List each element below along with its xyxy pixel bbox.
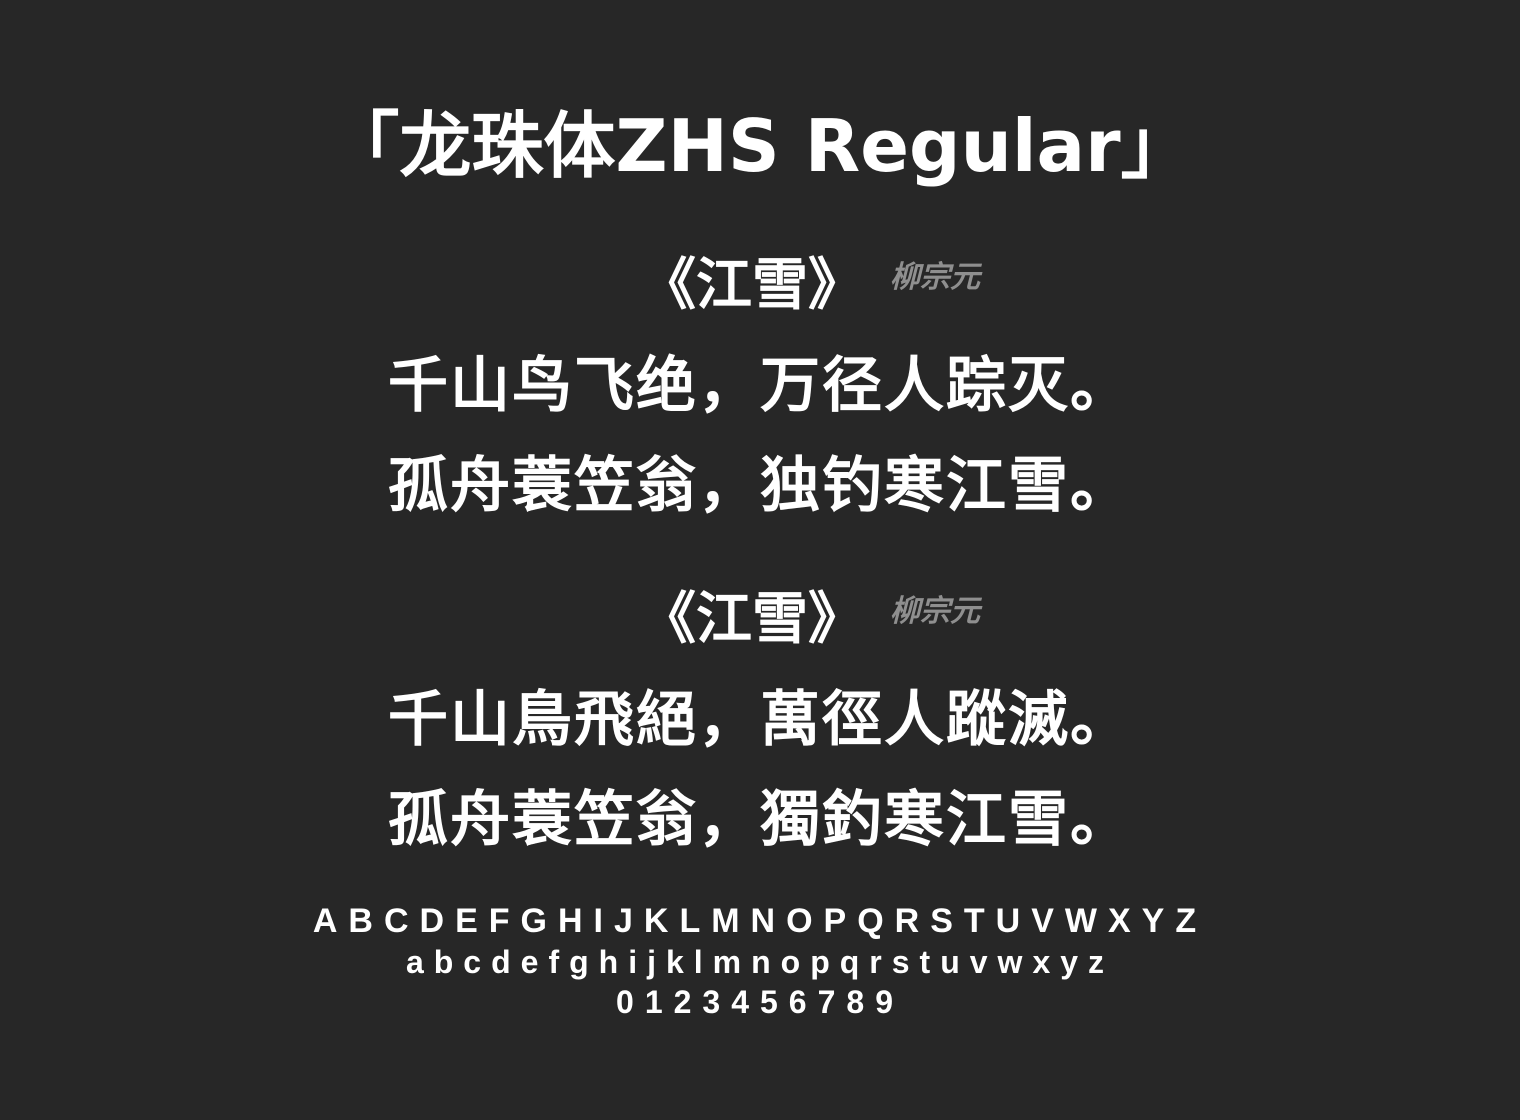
poem-heading: 《江雪》 柳宗元 (0, 580, 1520, 660)
poem-traditional: 《江雪》 柳宗元 千山鳥飛絕，萬徑人蹤滅。 孤舟蓑笠翁，獨釣寒江雪。 (0, 580, 1520, 855)
poem-title: 《江雪》 (640, 253, 864, 318)
poem-line: 千山鳥飛絕，萬徑人蹤滅。 (388, 685, 1132, 755)
uppercase-specimen: ABCDEFGHIJKLMNOPQRSTUVWXYZ (312, 902, 1208, 940)
poem-simplified: 《江雪》 柳宗元 千山鸟飞绝，万径人踪灭。 孤舟蓑笠翁，独钓寒江雪。 (0, 246, 1520, 521)
poem-line: 孤舟蓑笠翁，独钓寒江雪。 (388, 451, 1132, 521)
poem-line: 孤舟蓑笠翁，獨釣寒江雪。 (388, 785, 1132, 855)
poem-line: 千山鸟飞绝，万径人踪灭。 (388, 351, 1132, 421)
poem-heading: 《江雪》 柳宗元 (0, 246, 1520, 326)
poem-author: 柳宗元 (890, 594, 980, 629)
lowercase-specimen: abcdefghijklmnopqrstuvwxyz (405, 944, 1115, 980)
poem-title: 《江雪》 (640, 587, 864, 652)
font-title: 「龙珠体ZHS Regular」 (327, 104, 1193, 188)
poem-author: 柳宗元 (890, 260, 980, 295)
digits-specimen: 0123456789 (616, 984, 904, 1020)
